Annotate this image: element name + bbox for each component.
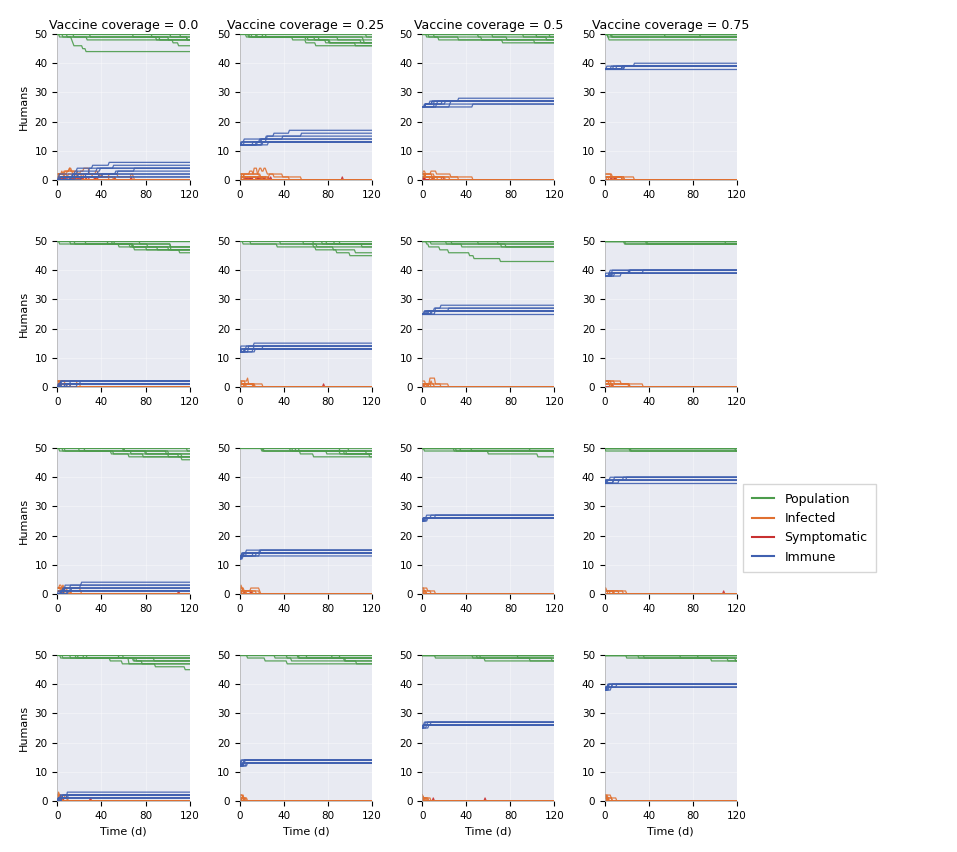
Y-axis label: Humans: Humans (19, 498, 29, 544)
Y-axis label: Humans: Humans (19, 291, 29, 337)
Y-axis label: Humans: Humans (19, 705, 29, 751)
Title: Vaccine coverage = 0.0: Vaccine coverage = 0.0 (49, 19, 198, 32)
X-axis label: Time (d): Time (d) (100, 826, 146, 836)
X-axis label: Time (d): Time (d) (648, 826, 694, 836)
X-axis label: Time (d): Time (d) (465, 826, 512, 836)
Y-axis label: Humans: Humans (19, 83, 29, 130)
Title: Vaccine coverage = 0.5: Vaccine coverage = 0.5 (413, 19, 563, 32)
Title: Vaccine coverage = 0.75: Vaccine coverage = 0.75 (592, 19, 749, 32)
X-axis label: Time (d): Time (d) (282, 826, 329, 836)
Title: Vaccine coverage = 0.25: Vaccine coverage = 0.25 (228, 19, 385, 32)
Legend: Population, Infected, Symptomatic, Immune: Population, Infected, Symptomatic, Immun… (744, 484, 877, 573)
